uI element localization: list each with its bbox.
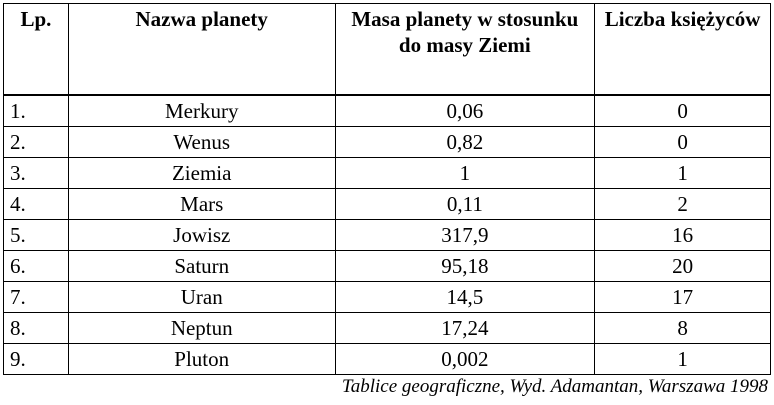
table-row: 7. Uran 14,5 17 — [3, 281, 771, 313]
source-note: Tablice geograficzne, Wyd. Adamantan, Wa… — [341, 376, 768, 397]
table-cell: 17 — [594, 281, 771, 313]
table-cell: 5. — [3, 219, 69, 251]
planet-table: Lp. Nazwa planety Masa planety w stosunku … — [3, 3, 771, 375]
header-cell: Nazwa planety — [67, 3, 336, 96]
table-cell: 0,82 — [334, 126, 596, 158]
table-cell: 8. — [3, 312, 69, 344]
table-cell: 14,5 — [334, 281, 596, 313]
table-cell: Mars — [67, 188, 336, 220]
table-cell: Saturn — [67, 250, 336, 282]
table-cell: 1 — [594, 157, 771, 189]
table-cell: Wenus — [67, 126, 336, 158]
table-cell: 0,06 — [334, 94, 596, 127]
table-cell: Neptun — [67, 312, 336, 344]
table-cell: 0,002 — [334, 343, 596, 375]
table-cell: 0 — [594, 94, 771, 127]
table-cell: Ziemia — [67, 157, 336, 189]
table-cell: Jowisz — [67, 219, 336, 251]
header-cell: Masa planety w stosunku do masy Ziemi — [334, 3, 596, 96]
table-cell: 6. — [3, 250, 69, 282]
table-cell: 16 — [594, 219, 771, 251]
table-cell: 95,18 — [334, 250, 596, 282]
table-cell: 1 — [334, 157, 596, 189]
table-cell: 7. — [3, 281, 69, 313]
table-row: 5. Jowisz 317,9 16 — [3, 219, 771, 251]
table-cell: 1 — [594, 343, 771, 375]
table-row: 1. Merkury 0,06 0 — [3, 94, 771, 127]
table-cell: 2 — [594, 188, 771, 220]
table-cell: 8 — [594, 312, 771, 344]
header-cell: Liczba księżyców — [594, 3, 771, 96]
table-row: 4. Mars 0,11 2 — [3, 188, 771, 220]
table-cell: 0,11 — [334, 188, 596, 220]
table-cell: 4. — [3, 188, 69, 220]
table-cell: 0 — [594, 126, 771, 158]
table-cell: 317,9 — [334, 219, 596, 251]
table-row: 8. Neptun 17,24 8 — [3, 312, 771, 344]
header-row: Lp. Nazwa planety Masa planety w stosunku … — [3, 3, 771, 96]
table-cell: 3. — [3, 157, 69, 189]
table-cell: 17,24 — [334, 312, 596, 344]
table-cell: 2. — [3, 126, 69, 158]
table-cell: 9. — [3, 343, 69, 375]
table-cell: 20 — [594, 250, 771, 282]
table-row: 9. Pluton 0,002 1 — [3, 343, 771, 375]
table-row: 3. Ziemia 1 1 — [3, 157, 771, 189]
table-cell: 1. — [3, 94, 69, 127]
table-cell: Pluton — [67, 343, 336, 375]
header-cell: Lp. — [3, 3, 69, 96]
table-row: 6. Saturn 95,18 20 — [3, 250, 771, 282]
table-cell: Uran — [67, 281, 336, 313]
table-cell: Merkury — [67, 94, 336, 127]
table-row: 2. Wenus 0,82 0 — [3, 126, 771, 158]
table-head: Lp. Nazwa planety Masa planety w stosunku … — [3, 3, 771, 96]
table-body: 1. Merkury 0,06 0 2. Wenus 0,82 0 3. Ziemia 1 1 4. Ma… — [3, 94, 771, 375]
